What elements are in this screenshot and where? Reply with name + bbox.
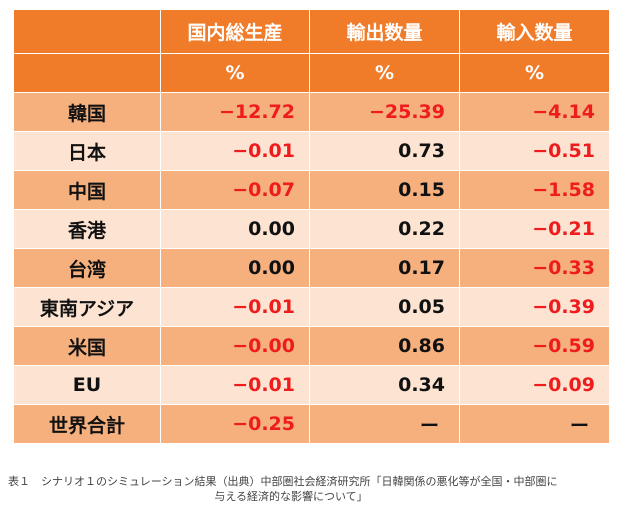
import-volume-value: −0.33 [459,248,610,288]
import-volume-value: −0.59 [459,326,610,366]
import-volume-value: −4.14 [459,92,610,132]
gdp-value: 0.00 [160,209,310,249]
gdp-value: −0.01 [160,365,310,405]
export-volume-value: 0.15 [309,170,460,210]
table-row: 台湾 0.00 0.17 −0.33 [13,248,610,288]
row-label: 東南アジア [13,287,161,327]
row-label: 香港 [13,209,161,249]
unit-import-volume: % [459,53,610,93]
header-import-volume: 輸入数量 [459,9,610,54]
table-row: 中国 −0.07 0.15 −1.58 [13,170,610,210]
gdp-value: −0.01 [160,287,310,327]
export-volume-value: ー [309,404,460,444]
row-label: 中国 [13,170,161,210]
table-units-row: % % % [13,53,610,93]
row-label: 日本 [13,131,161,171]
header-gdp: 国内総生産 [160,9,310,54]
table-header-row: 国内総生産 輸出数量 輸入数量 [13,9,610,54]
unit-export-volume: % [309,53,460,93]
table-caption: 表１ シナリオ１のシミュレーション結果（出典）中部圏社会経済研究所「日韓関係の悪… [8,474,614,504]
gdp-value: −0.25 [160,404,310,444]
import-volume-value: ー [459,404,610,444]
export-volume-value: 0.05 [309,287,460,327]
gdp-value: 0.00 [160,248,310,288]
export-volume-value: 0.17 [309,248,460,288]
import-volume-value: −1.58 [459,170,610,210]
import-volume-value: −0.39 [459,287,610,327]
gdp-value: −0.07 [160,170,310,210]
row-label: 台湾 [13,248,161,288]
export-volume-value: 0.86 [309,326,460,366]
export-volume-value: 0.22 [309,209,460,249]
gdp-value: −12.72 [160,92,310,132]
header-export-volume: 輸出数量 [309,9,460,54]
row-label: EU [13,365,161,405]
table-row: EU −0.01 0.34 −0.09 [13,365,610,405]
export-volume-value: 0.34 [309,365,460,405]
table-row: 日本 −0.01 0.73 −0.51 [13,131,610,171]
gdp-value: −0.00 [160,326,310,366]
row-label: 世界合計 [13,404,161,444]
import-volume-value: −0.09 [459,365,610,405]
units-corner-cell [13,53,161,93]
table-row: 世界合計 −0.25 ーー [13,404,610,444]
header-corner-cell [13,9,161,54]
table-row: 香港 0.00 0.22 −0.21 [13,209,610,249]
export-volume-value: 0.73 [309,131,460,171]
row-label: 韓国 [13,92,161,132]
import-volume-value: −0.51 [459,131,610,171]
gdp-value: −0.01 [160,131,310,171]
table-row: 韓国 −12.72 −25.39 −4.14 [13,92,610,132]
row-label: 米国 [13,326,161,366]
caption-line-1: 表１ シナリオ１のシミュレーション結果（出典）中部圏社会経済研究所「日韓関係の悪… [8,475,558,488]
table-body: 韓国 −12.72 −25.39 −4.14 日本 −0.01 0.73 −0.51 中国 −0.… [13,92,610,444]
table-row: 東南アジア −0.01 0.05 −0.39 [13,287,610,327]
caption-line-2: 与える経済的な影響について」 [214,490,368,503]
export-volume-value: −25.39 [309,92,460,132]
import-volume-value: −0.21 [459,209,610,249]
simulation-results-table: 国内総生産 輸出数量 輸入数量 % % % 韓国 −12.72 −25.39 −4.1… [13,9,610,444]
table-row: 米国 −0.00 0.86 −0.59 [13,326,610,366]
unit-gdp: % [160,53,310,93]
